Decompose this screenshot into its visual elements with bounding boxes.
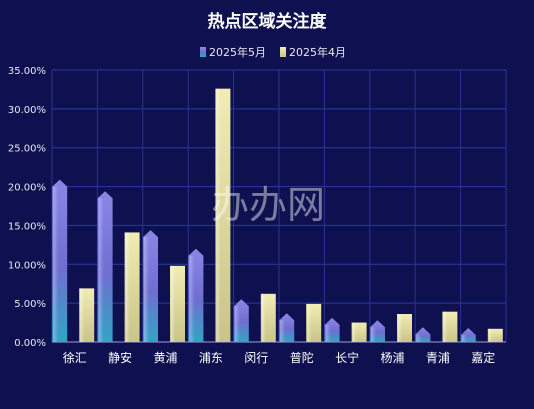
bar <box>370 320 385 342</box>
chart-title: 热点区域关注度 <box>208 11 328 32</box>
bar <box>52 179 68 342</box>
bar-highlight <box>125 232 130 342</box>
legend-swatch <box>200 47 206 57</box>
y-tick-label: 25.00% <box>8 144 46 155</box>
x-tick-label: 闵行 <box>244 350 268 365</box>
x-tick-label: 浦东 <box>199 351 223 365</box>
x-tick-label: 黄浦 <box>153 351 177 365</box>
bar-highlight <box>352 322 357 342</box>
bar-highlight <box>280 320 286 342</box>
bar-highlight <box>216 88 221 342</box>
y-tick-label: 35.00% <box>8 66 46 77</box>
bar-highlight <box>488 328 493 342</box>
x-axis-ticks: 徐汇 静安 黄浦 浦东 闵行 普陀 长宁 杨浦 青浦 嘉定 <box>63 350 496 365</box>
x-tick-label: 青浦 <box>426 351 450 365</box>
y-tick-label: 15.00% <box>8 221 46 232</box>
bar-highlight <box>80 288 85 342</box>
bar-highlight <box>443 311 448 342</box>
bar <box>487 328 503 342</box>
bar <box>324 317 340 342</box>
legend: 2025年5月 2025年4月 <box>200 45 346 59</box>
bar-highlight <box>325 324 331 342</box>
x-tick-label: 徐汇 <box>63 350 87 365</box>
bar <box>170 265 185 342</box>
bar <box>215 88 231 342</box>
bar-highlight <box>398 314 402 342</box>
bar <box>124 232 140 342</box>
bar <box>460 328 476 342</box>
bar-highlight <box>53 186 59 342</box>
bar <box>279 313 295 342</box>
bar <box>97 191 113 342</box>
bar <box>442 311 458 342</box>
bar <box>233 299 249 342</box>
bar <box>143 230 158 342</box>
bar-highlight <box>307 303 312 342</box>
bar <box>79 288 95 342</box>
y-tick-label: 5.00% <box>14 299 46 310</box>
x-tick-label: 嘉定 <box>471 350 495 365</box>
y-tick-label: 20.00% <box>8 183 46 194</box>
legend-label: 2025年5月 <box>209 45 266 59</box>
bar <box>415 327 431 342</box>
bar-highlight <box>189 255 195 342</box>
bar <box>397 314 412 342</box>
x-tick-label: 杨浦 <box>380 350 404 365</box>
bar-highlight <box>234 306 240 342</box>
watermark: 办办网 <box>211 183 325 227</box>
bar-highlight <box>171 265 175 342</box>
y-axis-ticks: 0.00% 5.00% 10.00% 15.00% 20.00% 25.00% 30.00%… <box>8 66 46 349</box>
bar-highlight <box>98 198 104 342</box>
bar <box>351 322 367 342</box>
bar-highlight <box>416 334 422 342</box>
bar <box>260 293 276 342</box>
bars <box>52 88 503 342</box>
bar-highlight <box>461 335 467 342</box>
legend-swatch <box>280 47 286 57</box>
x-tick-label: 长宁 <box>335 350 359 365</box>
bar <box>188 248 204 342</box>
bar-highlight <box>261 293 266 342</box>
bar-highlight <box>371 327 376 342</box>
gridlines <box>51 69 507 343</box>
bar <box>306 303 322 342</box>
y-tick-label: 0.00% <box>14 338 46 349</box>
x-tick-label: 静安 <box>108 350 132 365</box>
y-tick-label: 10.00% <box>8 260 46 271</box>
legend-label: 2025年4月 <box>289 45 346 59</box>
y-tick-label: 30.00% <box>8 105 46 116</box>
bar-highlight <box>144 237 149 342</box>
x-tick-label: 普陀 <box>290 350 314 365</box>
